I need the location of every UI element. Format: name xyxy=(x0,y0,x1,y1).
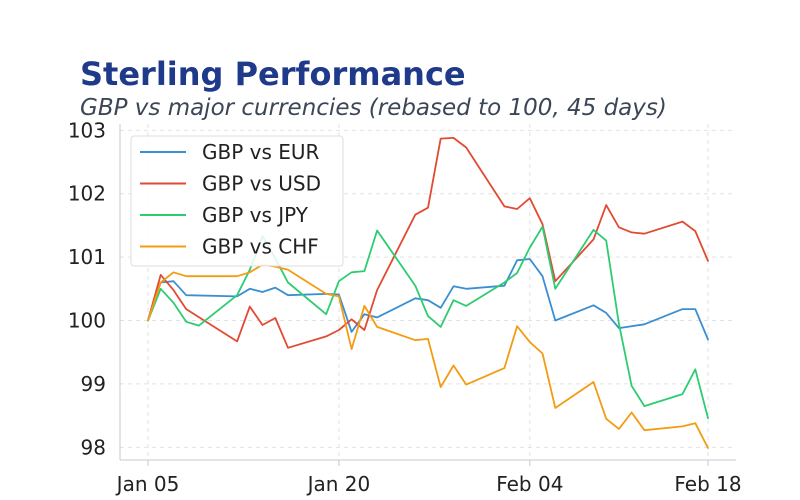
chart-subtitle: GBP vs major currencies (rebased to 100,… xyxy=(80,95,667,121)
legend-label: GBP vs EUR xyxy=(202,140,320,164)
legend: GBP vs EUR GBP vs USD GBP vs JPY GBP vs CHF xyxy=(130,135,344,267)
y-tick-label: 102 xyxy=(68,182,106,206)
y-tick-label: 101 xyxy=(68,245,106,269)
y-tick-label: 103 xyxy=(68,118,106,142)
x-tick-label: Jan 20 xyxy=(306,472,371,496)
legend-label: GBP vs USD xyxy=(202,172,321,196)
series-lines xyxy=(147,136,709,449)
axes xyxy=(119,124,736,461)
x-tick-label: Jan 05 xyxy=(115,472,180,496)
y-tick-label: 99 xyxy=(81,372,106,396)
tick-labels: 98 99 100 101 102 103 Jan 05 Jan 20 Feb 04 Feb 18 xyxy=(68,118,742,496)
y-tick-label: 98 xyxy=(81,435,106,459)
series-line-gbp-vs-usd xyxy=(147,136,709,349)
y-tick-label: 100 xyxy=(68,309,106,333)
x-tick-label: Feb 18 xyxy=(674,472,741,496)
legend-label: GBP vs JPY xyxy=(202,203,309,227)
series-line-gbp-vs-chf xyxy=(147,263,709,449)
x-tick-label: Feb 04 xyxy=(496,472,563,496)
chart-title: Sterling Performance xyxy=(80,55,466,93)
legend-label: GBP vs CHF xyxy=(202,235,319,259)
series-line-gbp-vs-jpy xyxy=(147,225,709,420)
series-line-gbp-vs-eur xyxy=(147,258,709,341)
legend-box xyxy=(130,135,344,267)
